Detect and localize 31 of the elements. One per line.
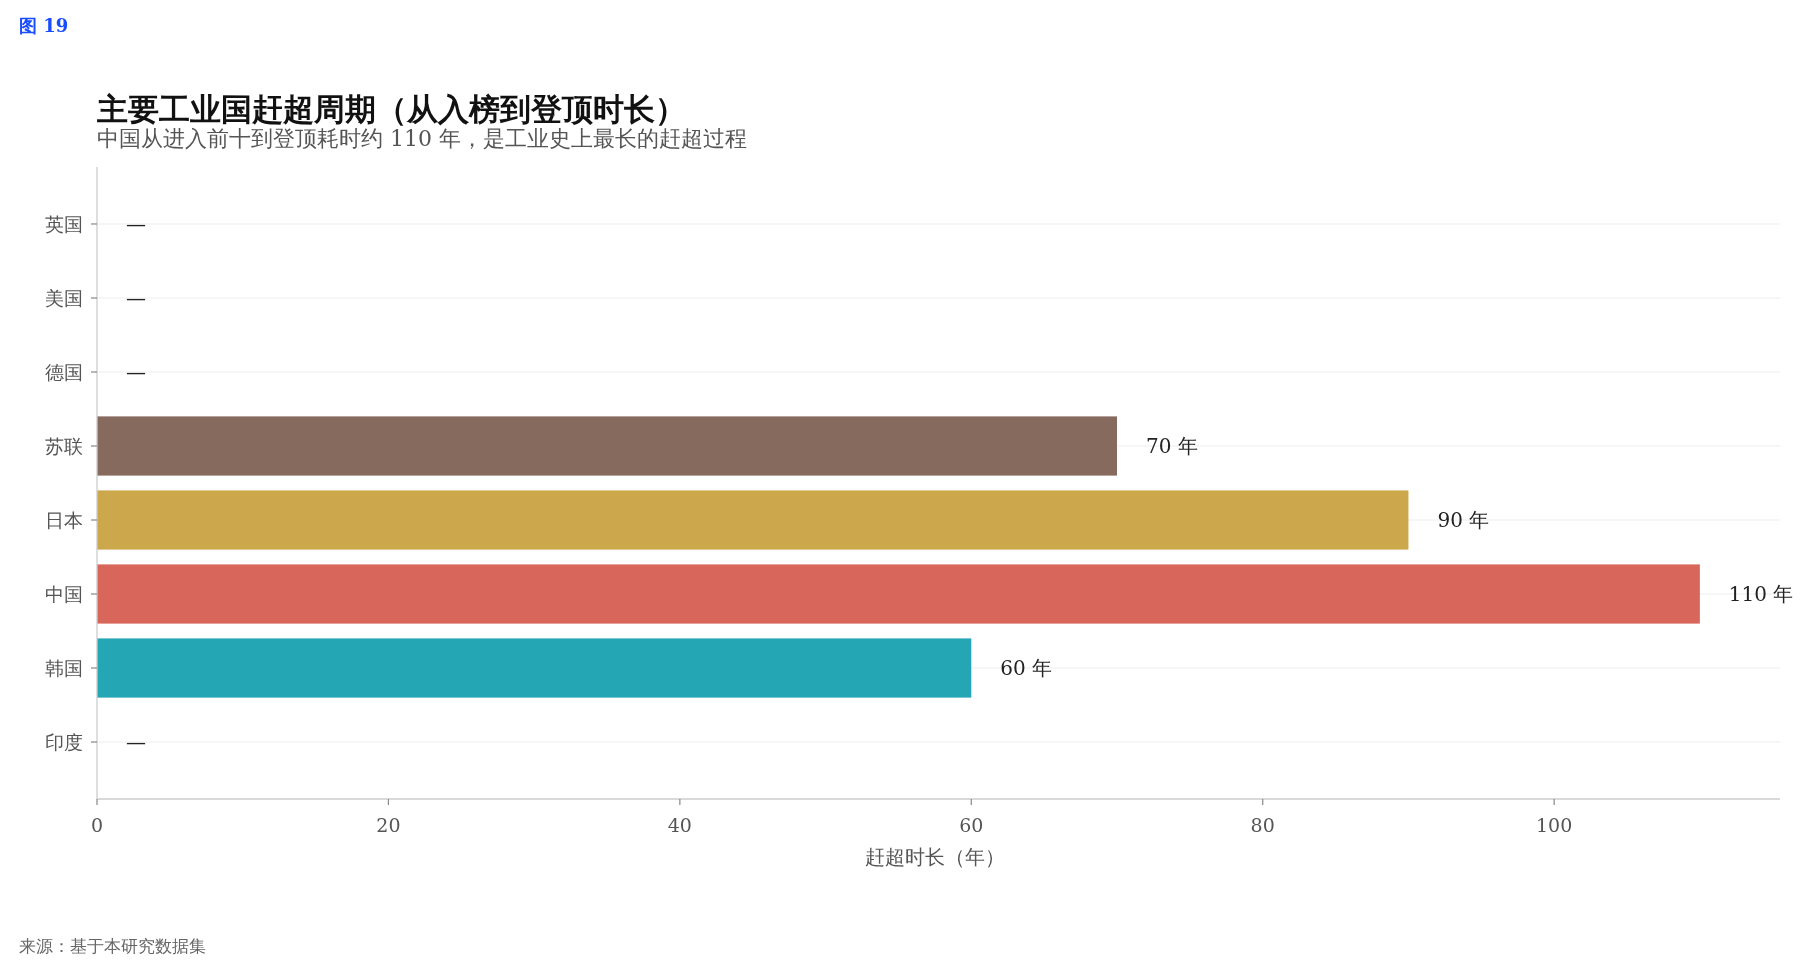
x-tick-label: 80 xyxy=(1250,814,1275,836)
bar xyxy=(97,416,1117,476)
x-tick-label: 60 xyxy=(959,814,984,836)
y-tick-label: 德国 xyxy=(45,360,83,383)
data-label: 60 年 xyxy=(1000,656,1053,681)
y-tick-label: 美国 xyxy=(45,286,83,309)
x-tick-label: 100 xyxy=(1536,814,1573,836)
chart-subtitle: 中国从进入前十到登顶耗时约 110 年，是工业史上最长的赶超过程 xyxy=(97,126,747,151)
bar xyxy=(97,564,1700,624)
text: — xyxy=(126,730,146,755)
chart-title: 主要工业国赶超周期（从入榜到登顶时长） xyxy=(96,91,686,127)
bar xyxy=(97,490,1409,550)
x-tick-label: 0 xyxy=(90,814,104,836)
text: — xyxy=(126,285,146,310)
y-tick-label: 印度 xyxy=(45,731,83,754)
x-tick-label: 20 xyxy=(376,814,401,836)
x-tick-label: 40 xyxy=(667,814,692,836)
data-label: 70 年 xyxy=(1146,434,1198,458)
x-axis-title: 赶超时长（年） xyxy=(864,845,1005,869)
y-tick-label: 苏联 xyxy=(45,435,83,457)
caption: 图 19 xyxy=(19,15,69,36)
y-tick-label: 英国 xyxy=(45,212,83,235)
data-label: 90 年 xyxy=(1437,508,1490,532)
y-tick-label: 韩国 xyxy=(45,657,83,680)
text: — xyxy=(126,211,146,236)
data-label: 110 年 xyxy=(1728,582,1794,607)
bar xyxy=(97,638,972,698)
source-note: 来源：基于本研究数据集 xyxy=(19,936,206,956)
text: — xyxy=(126,359,146,384)
y-tick-label: 中国 xyxy=(45,583,83,606)
y-tick-label: 日本 xyxy=(45,509,83,531)
